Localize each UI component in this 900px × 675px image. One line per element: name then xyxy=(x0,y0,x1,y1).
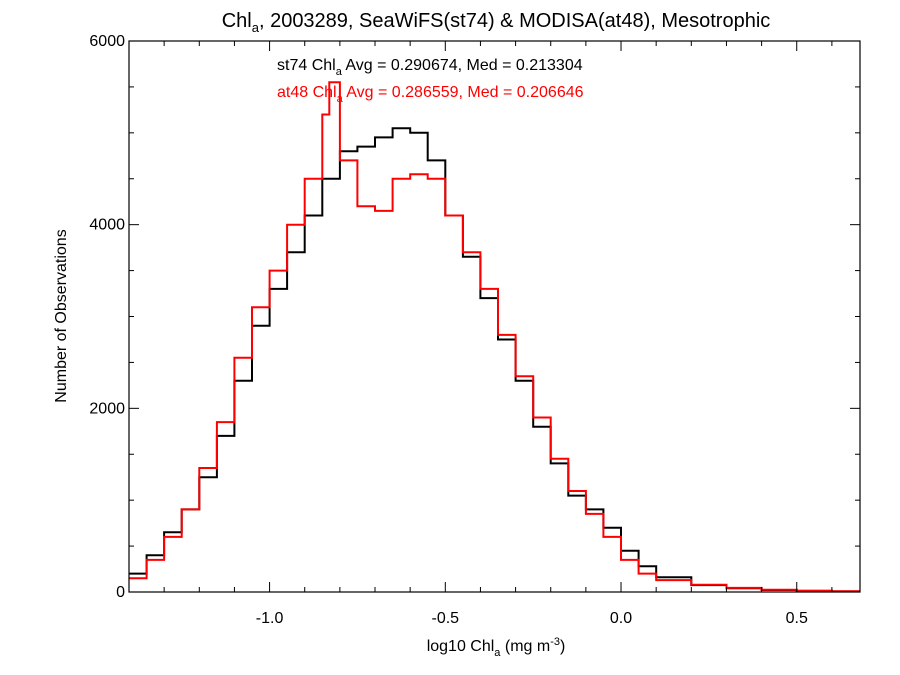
plot-area xyxy=(128,40,861,593)
annotation-st74-rest: Avg = 0.290674, Med = 0.213304 xyxy=(342,57,583,74)
chart-title-base: Chl xyxy=(222,10,252,32)
x-axis-label-sup: -3 xyxy=(550,636,560,648)
x-axis-label-mid: (mg m xyxy=(500,638,550,655)
y-axis-label: Number of Observations xyxy=(53,229,70,402)
tick-labels: -1.0 -0.5 0.0 0.5 0 2000 4000 6000 xyxy=(89,33,808,627)
chart-title: Chla, 2003289, SeaWiFS(st74) & MODISA(at… xyxy=(222,10,771,35)
series-layer xyxy=(129,81,860,592)
chart-title-rest: , 2003289, SeaWiFS(st74) & MODISA(at48),… xyxy=(259,10,770,32)
x-axis-label: log10 Chla (mg m-3) xyxy=(427,636,566,659)
x-tick-label: -0.5 xyxy=(432,610,460,627)
x-tick-label: -1.0 xyxy=(256,610,284,627)
annotation-st74-sub: a xyxy=(336,66,343,78)
series-at48-line xyxy=(129,81,860,592)
x-tick-label: 0.5 xyxy=(786,610,808,627)
annotation-at48-base: at48 Chl xyxy=(277,84,337,101)
annotation-at48: at48 Chla Avg = 0.286559, Med = 0.206646 xyxy=(277,84,584,105)
x-axis-label-base: log10 Chl xyxy=(427,638,495,655)
x-axis-label-sub: a xyxy=(494,647,501,659)
y-tick-label: 4000 xyxy=(89,217,125,234)
annotation-at48-rest: Avg = 0.286559, Med = 0.206646 xyxy=(343,84,584,101)
tick-marks xyxy=(128,40,860,593)
y-tick-label: 0 xyxy=(116,584,125,601)
y-tick-label: 6000 xyxy=(89,33,125,50)
annotation-at48-sub: a xyxy=(337,93,344,105)
chart-title-sub: a xyxy=(252,20,260,35)
x-axis-label-end: ) xyxy=(560,638,565,655)
annotation-st74: st74 Chla Avg = 0.290674, Med = 0.213304 xyxy=(277,57,583,78)
y-tick-label: 2000 xyxy=(89,400,125,417)
series-st74-line xyxy=(129,127,860,592)
x-tick-label: 0.0 xyxy=(610,610,632,627)
annotation-st74-base: st74 Chl xyxy=(277,57,336,74)
plot-frame xyxy=(128,40,861,593)
